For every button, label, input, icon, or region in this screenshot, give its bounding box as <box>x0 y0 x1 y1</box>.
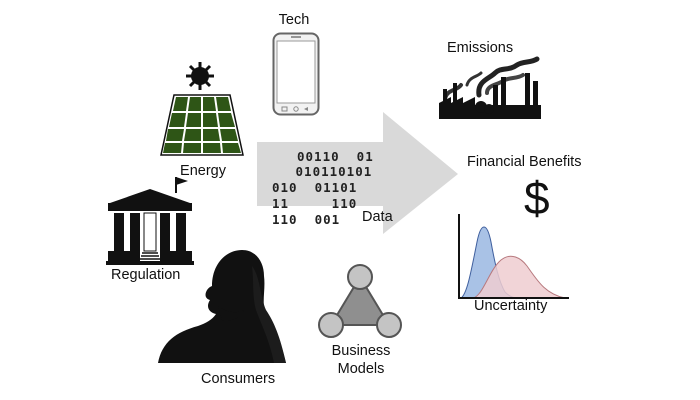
sun-icon <box>186 62 214 90</box>
regulation-label: Regulation <box>111 267 181 283</box>
courthouse-icon <box>106 177 194 265</box>
phone-icon <box>272 32 320 116</box>
financial-benefits-label: Financial Benefits <box>467 154 582 170</box>
binary-line-4: 11 110 <box>272 196 358 211</box>
binary-line-1: 00110 01 <box>297 149 374 164</box>
emissions-label: Emissions <box>447 40 514 56</box>
business-models-label-line1: Business <box>331 343 391 359</box>
energy-label: Energy <box>180 163 226 179</box>
tech-label: Tech <box>278 12 310 28</box>
data-label: Data <box>362 209 393 225</box>
solar-panel-icon <box>160 94 244 156</box>
distribution-curves-icon <box>458 214 569 299</box>
data-arrow <box>257 112 458 234</box>
business-models-label-line2: Models <box>337 361 385 377</box>
binary-line-5: 110 001 <box>272 212 341 227</box>
dollar-sign: $ <box>524 172 550 224</box>
binary-line-2: 010110101 <box>287 164 373 179</box>
network-triangle-icon <box>318 264 402 338</box>
factory-icon <box>439 56 541 119</box>
consumers-label: Consumers <box>201 371 276 387</box>
uncertainty-label: Uncertainty <box>474 298 548 314</box>
binary-line-3: 010 01101 <box>272 180 358 195</box>
person-silhouette-icon <box>158 250 286 363</box>
